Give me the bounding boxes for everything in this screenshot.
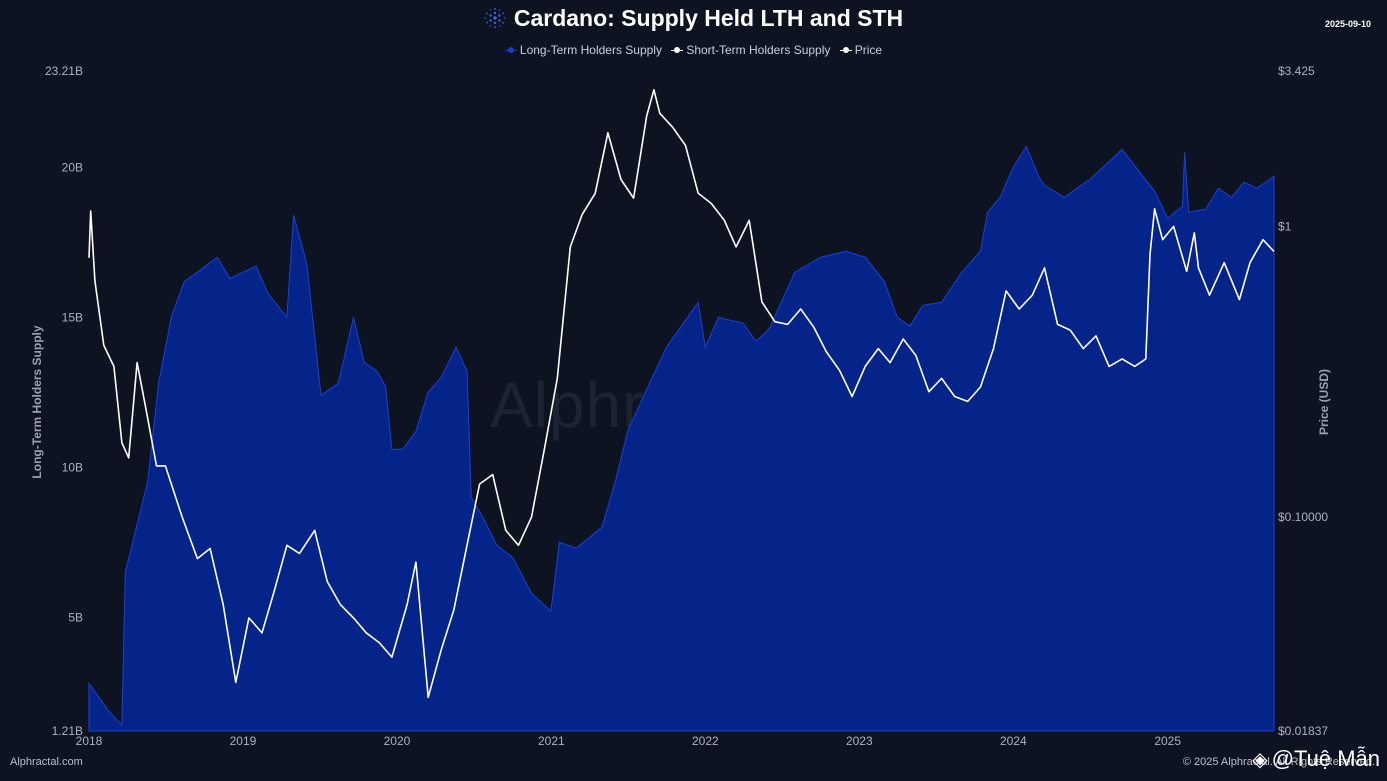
price-line bbox=[88, 89, 1275, 699]
y-right-tick-label: $3.425 bbox=[1278, 64, 1315, 78]
y-axis-right-title: Price (USD) bbox=[1317, 368, 1331, 436]
legend-label-sth: Short-Term Holders Supply bbox=[686, 43, 831, 57]
x-tick-label: 2019 bbox=[230, 734, 257, 748]
binance-logo-icon: ◈ bbox=[1252, 748, 1268, 771]
y-left-tick-label: 1.21B bbox=[52, 724, 83, 738]
legend-item-sth[interactable]: Short-Term Holders Supply bbox=[671, 43, 830, 57]
overlay-tag-text: @Tuệ Mẫn bbox=[1271, 746, 1380, 771]
y-right-tick-label: $0.01837 bbox=[1278, 724, 1328, 738]
y-left-tick-label: 5B bbox=[68, 610, 83, 624]
y-left-tick-label: 15B bbox=[62, 310, 83, 324]
legend-swatch-lth bbox=[504, 46, 517, 54]
y-axis-left-title: Long-Term Holders Supply bbox=[30, 325, 44, 479]
chart-title: Cardano: Supply Held LTH and STH bbox=[0, 5, 1387, 35]
x-tick-label: 2024 bbox=[1000, 734, 1027, 748]
x-tick-label: 2022 bbox=[692, 734, 719, 748]
legend-swatch-sth bbox=[671, 46, 684, 54]
legend-swatch-price bbox=[839, 46, 852, 54]
x-tick-label: 2018 bbox=[76, 734, 103, 748]
chart-legend: Long-Term Holders Supply Short-Term Hold… bbox=[0, 43, 1387, 57]
legend-label-price: Price bbox=[854, 43, 883, 57]
y-right-tick-label: $1 bbox=[1278, 219, 1292, 233]
legend-item-lth[interactable]: Long-Term Holders Supply bbox=[504, 43, 662, 57]
x-tick-label: 2025 bbox=[1154, 734, 1181, 748]
y-left-tick-label: 20B bbox=[62, 160, 83, 174]
x-tick-label: 2023 bbox=[846, 734, 873, 748]
y-left-tick-label: 23.21B bbox=[45, 64, 83, 78]
chart-title-text: Cardano: Supply Held LTH and STH bbox=[513, 5, 904, 31]
overlay-tag: ◈ @Tuệ Mẫn bbox=[1252, 746, 1380, 772]
x-tick-label: 2020 bbox=[384, 734, 411, 748]
cardano-logo-icon bbox=[484, 7, 506, 35]
copyright-label: © 2025 Alphractal. All Rights Reserved. bbox=[1182, 756, 1375, 768]
source-label[interactable]: Alphractal.com bbox=[10, 756, 83, 768]
y-left-tick-label: 10B bbox=[62, 460, 83, 474]
legend-label-lth: Long-Term Holders Supply bbox=[519, 43, 662, 57]
lth-supply-area bbox=[88, 145, 1275, 732]
y-right-tick-label: $0.10000 bbox=[1278, 510, 1328, 524]
date-stamp: 2025-09-10 bbox=[1324, 19, 1371, 29]
x-tick-label: 2021 bbox=[538, 734, 565, 748]
legend-item-price[interactable]: Price bbox=[839, 43, 883, 57]
